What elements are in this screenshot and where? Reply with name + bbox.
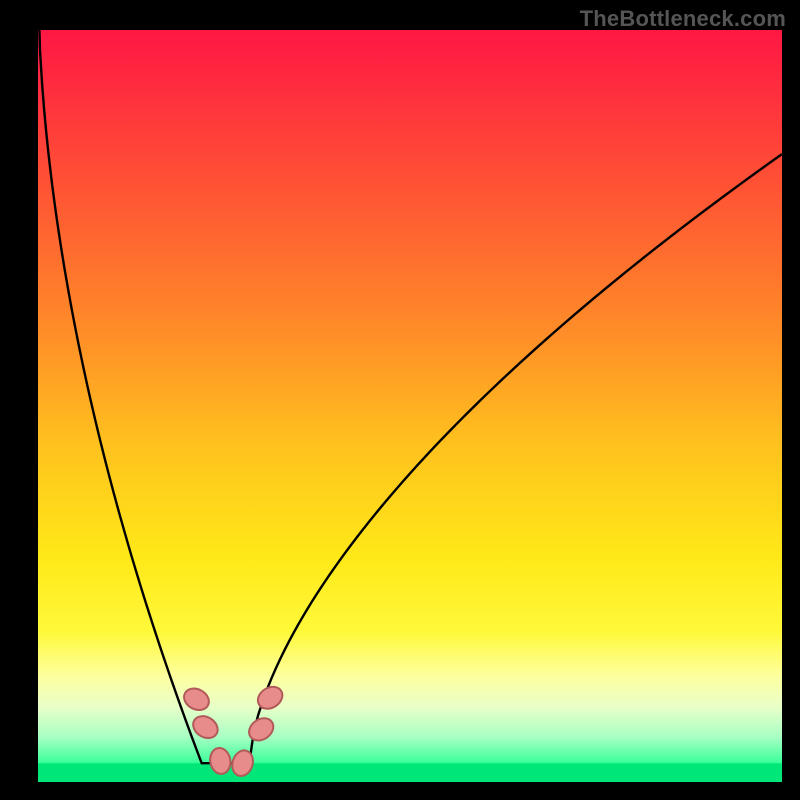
plot-area — [38, 30, 782, 782]
marker-point — [180, 684, 212, 714]
marker-point — [189, 712, 222, 743]
marker-point — [229, 748, 256, 779]
marker-layer — [38, 30, 782, 782]
watermark-text: TheBottleneck.com — [580, 6, 786, 32]
marker-point — [254, 682, 287, 713]
marker-point — [208, 746, 232, 775]
marker-point — [245, 714, 278, 745]
